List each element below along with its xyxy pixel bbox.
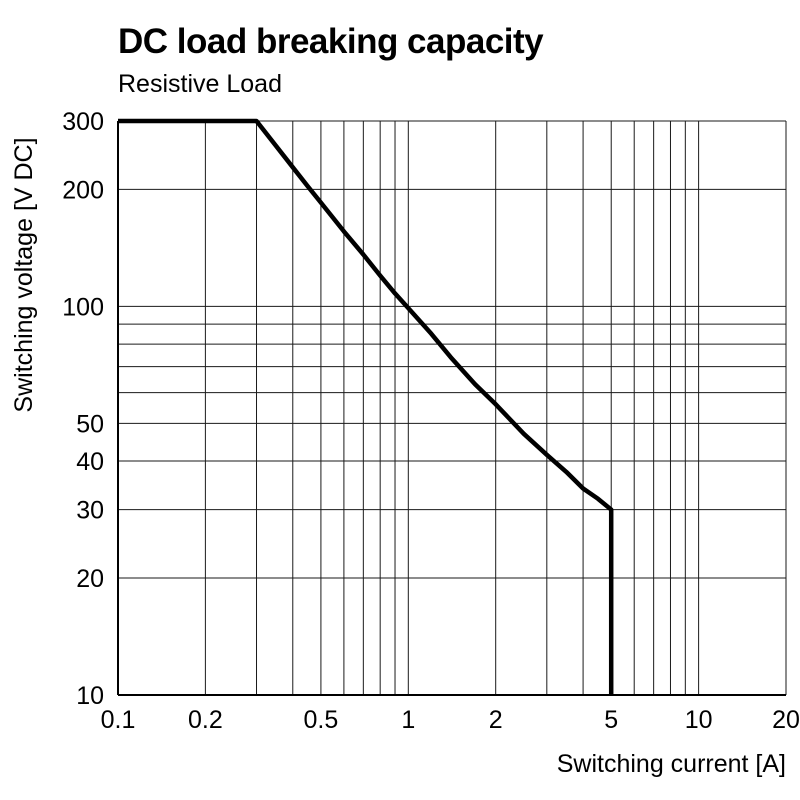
y-tick-label: 300 xyxy=(62,108,104,136)
x-tick-label: 2 xyxy=(489,706,503,734)
x-tick-label: 0.2 xyxy=(188,706,223,734)
y-tick-label: 50 xyxy=(76,410,104,438)
x-tick-label: 1 xyxy=(401,706,415,734)
y-tick-label: 200 xyxy=(62,176,104,204)
chart-subtitle: Resistive Load xyxy=(118,70,282,98)
x-tick-label: 5 xyxy=(604,706,618,734)
y-tick-label: 30 xyxy=(76,497,104,525)
y-tick-label: 20 xyxy=(76,565,104,593)
y-axis-title: Switching voltage [V DC] xyxy=(10,137,38,412)
x-tick-label: 0.5 xyxy=(304,706,339,734)
x-tick-label: 20 xyxy=(772,706,800,734)
x-axis-title: Switching current [A] xyxy=(557,750,786,778)
x-tick-label: 0.1 xyxy=(101,706,136,734)
x-tick-label: 10 xyxy=(685,706,713,734)
data-curve xyxy=(118,118,614,695)
y-tick-label: 10 xyxy=(76,682,104,710)
y-tick-label: 100 xyxy=(62,293,104,321)
chart-title: DC load breaking capacity xyxy=(118,22,544,61)
y-tick-label: 40 xyxy=(76,448,104,476)
